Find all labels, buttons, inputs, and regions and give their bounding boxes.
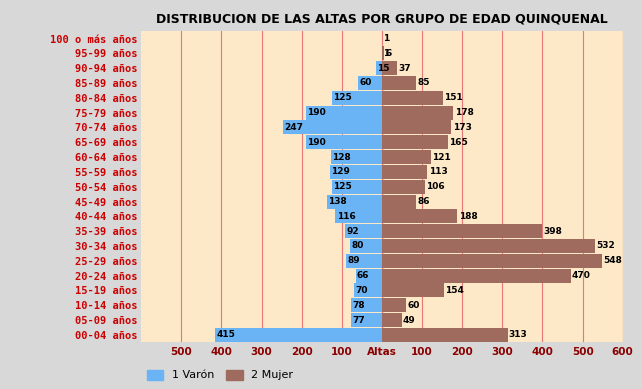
Text: 247: 247 [284, 123, 303, 132]
Bar [382, 254, 602, 268]
Bar [382, 165, 428, 179]
Bar [306, 135, 382, 149]
Text: 415: 415 [216, 330, 236, 340]
Text: 116: 116 [336, 212, 356, 221]
Bar [382, 284, 444, 298]
Bar [332, 180, 382, 194]
Bar [382, 121, 451, 135]
Text: 37: 37 [398, 64, 411, 73]
Bar [356, 268, 382, 283]
Bar [376, 61, 382, 75]
Text: 1: 1 [383, 49, 389, 58]
Text: 128: 128 [332, 152, 351, 161]
Legend: 1 Varón, 2 Mujer: 1 Varón, 2 Mujer [147, 370, 293, 380]
Text: 313: 313 [508, 330, 528, 340]
Text: 129: 129 [331, 167, 351, 176]
Text: 165: 165 [449, 138, 468, 147]
Text: 470: 470 [572, 271, 591, 280]
Text: 60: 60 [359, 79, 372, 88]
Bar [354, 284, 382, 298]
Text: 121: 121 [431, 152, 451, 161]
Text: 60: 60 [407, 301, 420, 310]
Text: 138: 138 [328, 197, 347, 206]
Bar [306, 105, 382, 120]
Bar [382, 224, 542, 238]
Bar [382, 209, 457, 223]
Bar [382, 61, 397, 75]
Bar [330, 165, 382, 179]
Bar [332, 91, 382, 105]
Text: 188: 188 [458, 212, 478, 221]
Text: 77: 77 [352, 315, 365, 324]
Text: 66: 66 [357, 271, 369, 280]
Bar [382, 180, 424, 194]
Text: 190: 190 [307, 108, 325, 117]
Text: 70: 70 [355, 286, 368, 295]
Text: 15: 15 [377, 64, 390, 73]
Bar [382, 298, 406, 312]
Text: 106: 106 [426, 182, 444, 191]
Text: 92: 92 [346, 227, 359, 236]
Bar [358, 76, 382, 90]
Bar [335, 209, 382, 223]
Text: 113: 113 [429, 167, 447, 176]
Text: 86: 86 [418, 197, 430, 206]
Text: 398: 398 [543, 227, 562, 236]
Text: 548: 548 [603, 256, 622, 265]
Bar [382, 105, 453, 120]
Bar [351, 313, 382, 327]
Text: 85: 85 [417, 79, 429, 88]
Bar [283, 121, 382, 135]
Bar [382, 328, 508, 342]
Text: 173: 173 [453, 123, 471, 132]
Bar [382, 150, 431, 164]
Text: 125: 125 [333, 93, 352, 102]
Bar [382, 268, 571, 283]
Text: 6: 6 [386, 49, 392, 58]
Bar [216, 328, 382, 342]
Bar [345, 224, 382, 238]
Text: 49: 49 [403, 315, 415, 324]
Text: 78: 78 [352, 301, 365, 310]
Bar [382, 46, 385, 60]
Bar [382, 313, 402, 327]
Title: DISTRIBUCION DE LAS ALTAS POR GRUPO DE EDAD QUINQUENAL: DISTRIBUCION DE LAS ALTAS POR GRUPO DE E… [156, 13, 608, 26]
Text: 532: 532 [596, 242, 616, 251]
Bar [350, 239, 382, 253]
Bar [331, 150, 382, 164]
Text: 190: 190 [307, 138, 325, 147]
Text: 154: 154 [445, 286, 464, 295]
Bar [382, 135, 448, 149]
Text: 80: 80 [351, 242, 363, 251]
Bar [382, 239, 596, 253]
Bar [382, 194, 417, 209]
Text: 89: 89 [347, 256, 360, 265]
Bar [351, 298, 382, 312]
Bar [327, 194, 382, 209]
Bar [382, 91, 442, 105]
Text: 1: 1 [383, 34, 389, 43]
Bar [382, 76, 416, 90]
Bar [346, 254, 382, 268]
Text: 178: 178 [455, 108, 474, 117]
Text: 125: 125 [333, 182, 352, 191]
Text: 151: 151 [444, 93, 462, 102]
